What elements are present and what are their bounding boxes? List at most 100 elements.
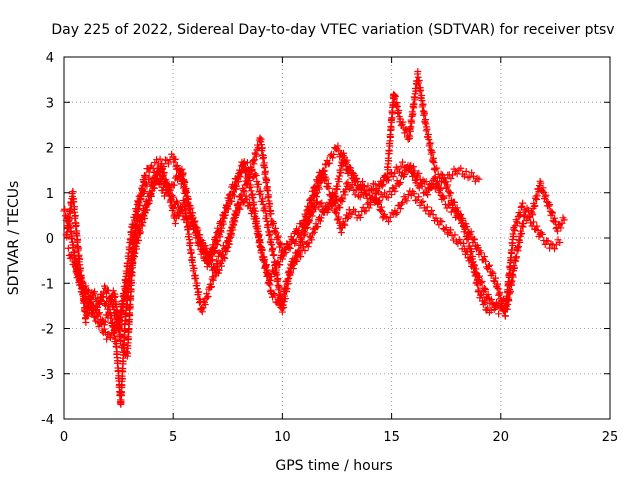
data-point xyxy=(256,134,264,142)
data-point xyxy=(182,187,190,195)
data-point xyxy=(495,310,503,318)
data-point xyxy=(538,230,546,238)
data-point xyxy=(264,187,272,195)
data-point xyxy=(467,228,475,236)
data-point xyxy=(511,264,519,272)
data-point xyxy=(75,268,83,276)
data-point xyxy=(91,288,99,296)
data-point xyxy=(124,335,132,343)
data-point xyxy=(198,240,206,248)
data-point xyxy=(276,261,284,269)
data-point xyxy=(264,271,272,279)
data-point xyxy=(334,182,342,190)
data-point xyxy=(227,231,235,239)
data-point xyxy=(186,205,194,213)
data-point xyxy=(266,200,274,208)
data-point xyxy=(306,207,314,215)
data-point xyxy=(247,167,255,175)
data-point xyxy=(82,318,90,326)
data-point xyxy=(375,198,383,206)
data-point xyxy=(310,196,318,204)
data-point xyxy=(262,261,270,269)
data-point xyxy=(126,312,134,320)
data-point xyxy=(337,228,345,236)
data-point xyxy=(551,245,559,253)
data-point xyxy=(210,243,218,251)
data-point xyxy=(269,218,277,226)
data-point xyxy=(281,285,289,293)
data-point xyxy=(417,199,425,207)
data-point xyxy=(538,187,546,195)
data-point xyxy=(222,244,230,252)
data-point xyxy=(243,180,251,188)
data-point xyxy=(469,261,477,269)
data-point xyxy=(287,269,295,277)
data-point xyxy=(317,214,325,222)
data-point xyxy=(478,278,486,286)
y-tick-label: -1 xyxy=(41,277,54,292)
data-point xyxy=(519,199,527,207)
data-point xyxy=(551,214,559,222)
data-point xyxy=(342,186,350,194)
data-point xyxy=(138,222,146,230)
data-point xyxy=(428,148,436,156)
data-point xyxy=(302,224,310,232)
data-point xyxy=(190,218,198,226)
data-point xyxy=(498,302,506,310)
y-axis: -4 -3 -2 -1 0 1 2 3 4 xyxy=(41,51,610,428)
data-point xyxy=(462,248,470,256)
data-point xyxy=(122,348,130,356)
x-tick-label: 15 xyxy=(383,430,400,445)
data-point xyxy=(202,249,210,257)
data-point xyxy=(348,181,356,189)
data-point xyxy=(156,171,164,179)
data-point xyxy=(477,291,485,299)
data-point xyxy=(64,244,72,252)
data-point xyxy=(462,167,470,175)
data-point xyxy=(401,171,409,179)
data-point xyxy=(108,329,116,337)
data-point xyxy=(402,126,410,134)
grid xyxy=(64,57,610,419)
data-point xyxy=(109,287,117,295)
data-points xyxy=(60,68,568,408)
data-point xyxy=(142,171,150,179)
data-point xyxy=(106,334,114,342)
data-point xyxy=(396,179,404,187)
data-point xyxy=(272,264,280,272)
data-point xyxy=(120,340,128,348)
data-point xyxy=(319,208,327,216)
data-point xyxy=(134,236,142,244)
data-point xyxy=(389,173,397,181)
data-point xyxy=(116,330,124,338)
data-point xyxy=(73,259,81,267)
data-point xyxy=(477,279,485,287)
data-point xyxy=(545,202,553,210)
data-point xyxy=(174,199,182,207)
data-point xyxy=(333,209,341,217)
data-point xyxy=(266,281,274,289)
data-point xyxy=(278,308,286,316)
data-point xyxy=(470,172,477,180)
data-point xyxy=(263,177,271,185)
data-point xyxy=(377,206,385,214)
data-point xyxy=(431,173,439,181)
data-point xyxy=(539,184,547,192)
data-point xyxy=(417,86,425,94)
data-point xyxy=(463,247,471,255)
data-point xyxy=(466,173,474,181)
y-tick-label: -2 xyxy=(41,323,54,338)
data-point xyxy=(480,297,488,305)
data-point xyxy=(69,188,77,196)
data-point xyxy=(246,199,254,207)
data-point xyxy=(480,253,488,261)
x-axis: 0 5 10 15 20 25 xyxy=(60,57,618,445)
data-point xyxy=(437,170,445,178)
data-point xyxy=(436,184,444,192)
data-point xyxy=(372,190,380,198)
data-point xyxy=(211,264,219,272)
data-point xyxy=(316,200,324,208)
data-point xyxy=(455,209,463,217)
data-point xyxy=(221,254,229,262)
data-point xyxy=(65,215,73,223)
